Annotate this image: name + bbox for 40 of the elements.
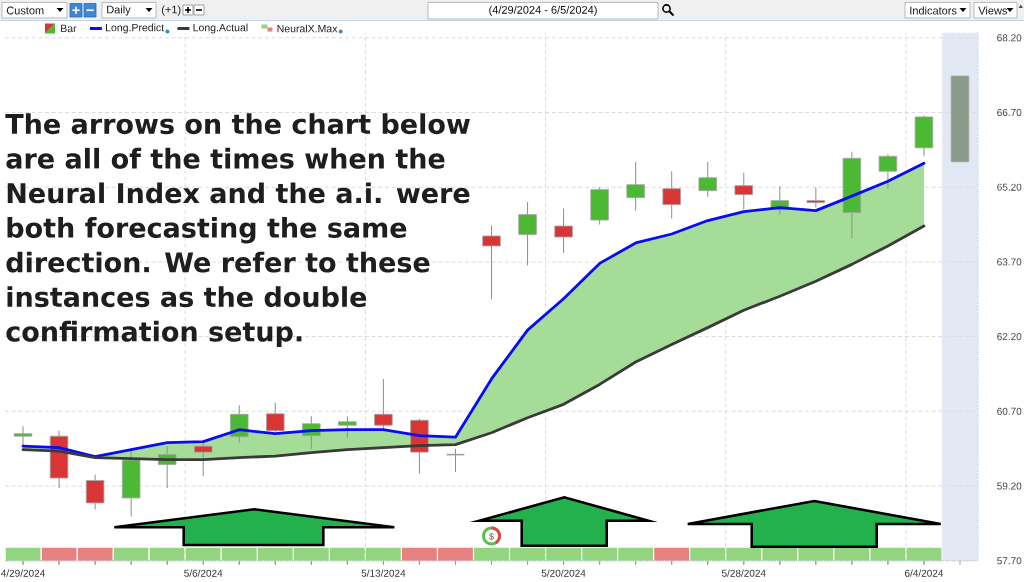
annotation: The arrows on the chart below are all of the times when the Neural Index and the a.i. were both forecasting the same direction. We refer to these instances as the double confirmation setup. — [5, 113, 470, 347]
x-tick-label: 6/4/2024 — [904, 569, 944, 577]
candlestick — [338, 415, 357, 439]
x-tick-label: 5/13/2024 — [361, 569, 406, 577]
text: Daily — [107, 5, 131, 16]
legend-label: NeuralX.Max — [277, 24, 338, 33]
x-tick-label: 5/6/2024 — [184, 569, 223, 577]
text: Custom — [6, 6, 44, 15]
candlestick — [13, 425, 33, 447]
candlestick — [806, 186, 826, 209]
y-tick-label: 59.20 — [997, 482, 1022, 490]
annotation: $ — [489, 532, 494, 541]
text: (+1) — [161, 5, 181, 16]
x-tick-label: 5/20/2024 — [541, 569, 586, 577]
legend-label: Long.Predict — [106, 23, 165, 34]
candlestick — [626, 161, 645, 212]
candlestick — [554, 208, 573, 254]
candlestick — [518, 201, 537, 266]
candlestick — [85, 474, 105, 510]
y-tick-label: 60.70 — [997, 407, 1022, 415]
x-tick-label: 5/28/2024 — [721, 569, 766, 577]
text: Views — [978, 6, 1008, 15]
legend-label: Bar — [61, 24, 77, 33]
legend-label: Long.Actual — [193, 23, 248, 34]
candlestick — [698, 161, 717, 198]
y-tick-label: 65.20 — [997, 183, 1022, 191]
x-tick-label: 4/29/2024 — [1, 569, 45, 577]
y-tick-label: 63.70 — [997, 258, 1022, 266]
candlestick — [734, 172, 753, 211]
chart-title: (4/29/2024 - 6/5/2024) — [489, 5, 597, 16]
candlestick — [482, 225, 501, 300]
candlestick — [878, 153, 898, 190]
y-tick-label: 68.20 — [997, 34, 1022, 42]
y-tick-label: 66.70 — [997, 108, 1022, 117]
y-tick-label: 62.20 — [997, 333, 1022, 341]
candlestick — [662, 170, 681, 220]
candlestick — [193, 440, 213, 477]
text: Indicators — [910, 6, 957, 15]
candlestick — [266, 402, 285, 433]
y-tick-label: 57.70 — [997, 557, 1022, 565]
